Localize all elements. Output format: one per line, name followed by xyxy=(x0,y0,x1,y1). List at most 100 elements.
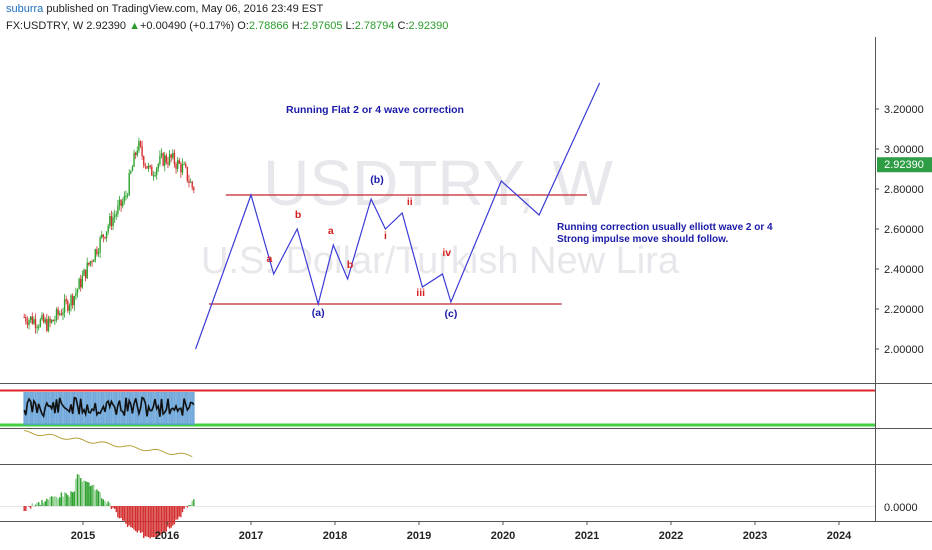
candle-body xyxy=(25,317,27,322)
histogram-bar xyxy=(110,506,113,509)
histogram-bar xyxy=(102,499,105,506)
candle-body xyxy=(149,165,151,167)
time-tick-label: 2017 xyxy=(239,530,263,542)
time-tick-label: 2020 xyxy=(491,530,515,542)
rsi-bar xyxy=(37,392,40,425)
candle-body xyxy=(164,155,166,166)
time-tick-label: 2018 xyxy=(323,530,347,542)
candle-body xyxy=(118,199,121,206)
histogram-bar xyxy=(50,496,53,506)
rsi-bar xyxy=(60,392,63,425)
histogram-bar xyxy=(115,506,117,513)
histogram-indicator xyxy=(23,474,195,539)
candle-body xyxy=(46,319,48,331)
candle-body xyxy=(175,164,177,169)
rsi-bar xyxy=(55,392,58,425)
rsi-bar xyxy=(118,392,121,425)
rsi-bar xyxy=(49,392,51,425)
candle-body xyxy=(152,175,155,177)
candle-body xyxy=(173,152,176,165)
candle-body xyxy=(162,153,164,166)
candle-body xyxy=(44,319,46,323)
candle-body xyxy=(189,181,192,183)
histogram-bar xyxy=(143,506,145,539)
histogram-bar xyxy=(105,503,108,506)
histogram-bar xyxy=(159,506,161,536)
histogram-bar xyxy=(47,499,50,506)
histogram-bar xyxy=(104,501,106,506)
histogram-bar xyxy=(144,506,147,537)
candle-body xyxy=(80,278,82,288)
oscillator-line xyxy=(24,430,193,458)
candle-body xyxy=(50,319,53,323)
price-tick-label: 2.80000 xyxy=(884,184,924,196)
close-value: 2.92390 xyxy=(408,20,449,32)
candle-body xyxy=(102,234,105,238)
price-tick-label: 2.20000 xyxy=(884,304,924,316)
candle-body xyxy=(130,171,132,174)
histogram-bar xyxy=(29,506,32,509)
candle-body xyxy=(113,215,116,218)
histogram-bar xyxy=(157,506,159,537)
histogram-bar xyxy=(81,481,84,506)
rsi-bar xyxy=(128,392,130,425)
chart-annotation-title: Running Flat 2 or 4 wave correction xyxy=(286,104,464,116)
histogram-bar xyxy=(118,506,121,519)
publish-info: suburra published on TradingView.com, Ma… xyxy=(6,3,323,15)
histogram-bar xyxy=(101,498,103,506)
histogram-bar xyxy=(49,496,51,506)
rsi-bar xyxy=(62,392,64,425)
candle-body xyxy=(54,319,56,322)
horizontal-levels xyxy=(209,194,587,305)
candle-body xyxy=(176,160,179,169)
histogram-bar xyxy=(122,506,124,521)
histogram-bar xyxy=(112,506,114,508)
rsi-bar xyxy=(28,392,30,425)
candle-body xyxy=(186,166,189,181)
histogram-bar xyxy=(44,501,46,506)
candle-body xyxy=(141,146,143,157)
histogram-bar xyxy=(107,501,109,506)
candle-body xyxy=(188,180,190,183)
time-tick-label: 2024 xyxy=(827,530,852,542)
candle-body xyxy=(170,154,172,158)
histogram-bar xyxy=(55,496,58,506)
histogram-bar xyxy=(189,505,192,506)
candle-body xyxy=(97,252,100,255)
rsi-bar xyxy=(42,392,45,425)
candle-body xyxy=(120,199,122,206)
rsi-bar xyxy=(138,392,140,425)
candle-body xyxy=(75,292,77,297)
histogram-bar xyxy=(178,506,180,517)
histogram-bar xyxy=(25,506,27,511)
high-label: H: xyxy=(291,20,303,32)
lower-axis-tick: 0.0000 xyxy=(884,502,918,514)
rsi-bar xyxy=(115,392,118,425)
candle-body xyxy=(122,201,124,206)
candle-body xyxy=(78,278,80,290)
candle-body xyxy=(89,261,92,265)
rsi-bar xyxy=(146,392,148,425)
candle-body xyxy=(39,319,42,327)
rsi-bar xyxy=(125,392,127,425)
rsi-bar xyxy=(33,392,35,425)
candle-body xyxy=(62,312,64,315)
rsi-bar xyxy=(112,392,114,425)
author-link[interactable]: suburra xyxy=(6,3,44,15)
candle-body xyxy=(136,150,138,156)
rsi-bar xyxy=(189,392,192,425)
candle-body xyxy=(68,305,71,311)
candle-body xyxy=(42,314,45,323)
wave-label: iv xyxy=(442,247,451,259)
rsi-bar xyxy=(105,392,108,425)
candle-body xyxy=(41,314,43,320)
candle-body xyxy=(67,301,69,311)
candle-body xyxy=(105,231,108,239)
change-up-icon: ▲ xyxy=(129,20,140,32)
wave-label: (b) xyxy=(370,174,383,186)
wave-label: i xyxy=(384,230,387,242)
histogram-bar xyxy=(31,503,33,506)
candle-body xyxy=(83,269,85,276)
histogram-bar xyxy=(117,506,119,518)
